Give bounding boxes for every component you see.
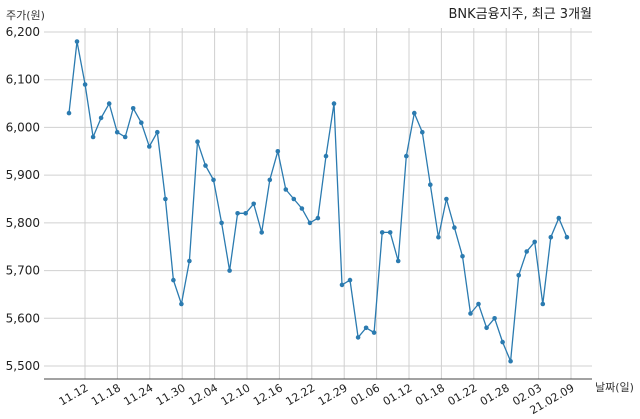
data-point [492, 316, 497, 321]
data-point [315, 215, 321, 221]
data-point [395, 258, 401, 264]
y-tick-label: 5,800 [6, 216, 40, 230]
data-point [404, 153, 409, 159]
data-point [540, 301, 546, 307]
x-tick-label: 11.30 [154, 381, 188, 408]
data-point [484, 325, 489, 331]
x-tick-label: 12.04 [186, 381, 220, 408]
x-tick-label: 12.29 [316, 381, 350, 408]
y-tick-labels: 5,500 5,600 5,700 5,800 5,900 6,000 6,100 6,200 [6, 25, 40, 373]
data-point [371, 330, 377, 335]
data-point [532, 239, 537, 245]
data-point [444, 196, 449, 202]
x-tick-label: 12.10 [219, 381, 253, 408]
y-axis-label: 주가(원) [6, 9, 45, 22]
y-tick-label: 5,500 [6, 359, 40, 373]
data-point [420, 129, 425, 135]
data-point [436, 234, 441, 240]
data-point [291, 196, 297, 202]
data-point [339, 282, 345, 288]
x-tick-label: 01.28 [478, 381, 512, 408]
data-point [82, 82, 88, 87]
y-tick-label: 5,900 [6, 168, 40, 182]
data-point [500, 339, 505, 345]
data-point [275, 149, 281, 154]
grid [44, 28, 592, 379]
x-tick-label: 01.06 [348, 381, 382, 408]
series-line [68, 41, 568, 362]
data-point [227, 268, 232, 273]
data-point [355, 335, 361, 340]
data-point [516, 273, 521, 278]
data-point [259, 230, 265, 235]
y-tick-label: 6,000 [6, 120, 40, 134]
y-tick-label: 6,100 [6, 73, 40, 87]
data-point [171, 277, 176, 283]
x-tick-label: 12.22 [284, 381, 318, 408]
data-point [331, 101, 337, 106]
data-point [323, 153, 329, 159]
data-point [195, 139, 200, 144]
data-point [283, 187, 289, 192]
x-axis-label: 날짜(일) [595, 380, 634, 394]
x-tick-labels: 11.1211.1811.2411.3012.0412.1012.1612.22… [57, 381, 577, 417]
chart-title: BNK금융지주, 최근 3개월 [448, 7, 592, 22]
data-point [219, 220, 224, 226]
data-point [90, 134, 96, 140]
data-point [74, 39, 80, 44]
data-point [66, 110, 72, 116]
x-tick-label: 12.16 [251, 381, 285, 408]
data-point [130, 106, 136, 111]
data-point [476, 301, 481, 307]
data-point [155, 129, 160, 135]
x-tick-label: 01.22 [446, 381, 480, 408]
data-point [524, 249, 529, 254]
y-tick-label: 5,700 [6, 264, 40, 278]
data-point [363, 325, 369, 331]
data-point [347, 277, 353, 283]
data-point [307, 220, 313, 226]
data-point [211, 177, 216, 183]
data-point [243, 211, 248, 216]
x-tick-label: 11.18 [89, 381, 123, 408]
data-point [147, 144, 152, 149]
data-point [106, 101, 112, 106]
data-point [460, 253, 465, 259]
data-point [98, 115, 104, 121]
x-tick-label: 01.12 [381, 381, 415, 408]
x-tick-label: 01.18 [413, 381, 447, 408]
series-markers [66, 39, 570, 364]
data-point [412, 110, 417, 116]
data-point [564, 234, 570, 240]
data-point [179, 301, 184, 307]
x-tick-label: 11.24 [122, 381, 156, 408]
x-tick-label: 11.12 [57, 381, 91, 408]
data-point [428, 182, 433, 187]
data-point [187, 258, 192, 264]
y-tick-label: 5,600 [6, 311, 40, 325]
data-point [387, 230, 393, 235]
data-point [556, 215, 562, 221]
data-point [452, 225, 457, 230]
data-point [163, 196, 168, 202]
data-point [122, 134, 128, 140]
data-point [251, 201, 256, 207]
data-point [548, 234, 554, 240]
data-point [114, 129, 120, 135]
data-point [379, 230, 385, 235]
y-tick-label: 6,200 [6, 25, 40, 39]
data-point [235, 211, 240, 216]
data-point [468, 311, 473, 316]
data-point [139, 120, 144, 125]
data-point [508, 358, 513, 364]
data-point [299, 206, 305, 211]
data-point [203, 163, 208, 168]
data-point [267, 177, 273, 183]
